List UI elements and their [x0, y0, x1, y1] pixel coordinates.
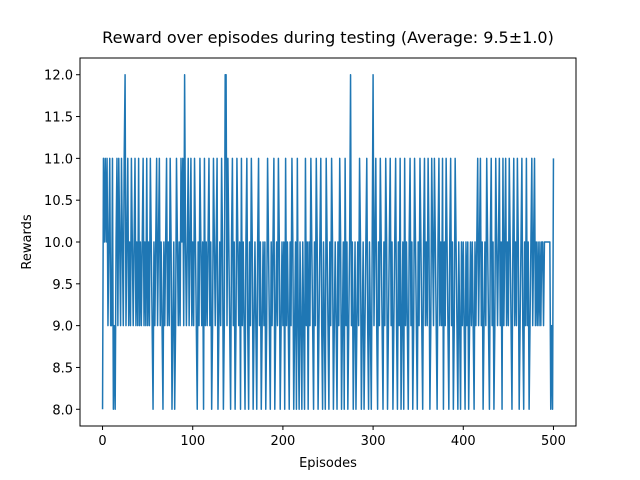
chart-title: Reward over episodes during testing (Ave… [102, 28, 554, 47]
x-tick-label: 300 [361, 434, 386, 449]
x-tick-label: 400 [451, 434, 476, 449]
y-tick-label: 8.0 [52, 403, 73, 418]
x-tick-label: 200 [270, 434, 295, 449]
y-tick-label: 12.0 [44, 69, 73, 84]
x-tick-label: 0 [98, 434, 106, 449]
y-tick-label: 9.5 [52, 278, 73, 293]
y-tick-label: 11.0 [44, 152, 73, 167]
y-tick-label: 11.5 [44, 111, 73, 126]
y-tick-label: 8.5 [52, 361, 73, 376]
y-tick-label: 9.0 [52, 320, 73, 335]
x-tick-label: 500 [541, 434, 566, 449]
x-tick-label: 100 [180, 434, 205, 449]
y-axis-label: Rewards [20, 214, 35, 269]
y-tick-label: 10.0 [44, 236, 73, 251]
plot-area [101, 73, 555, 411]
y-tick-label: 10.5 [44, 194, 73, 209]
reward-line [101, 73, 555, 411]
x-axis-label: Episodes [299, 456, 357, 471]
